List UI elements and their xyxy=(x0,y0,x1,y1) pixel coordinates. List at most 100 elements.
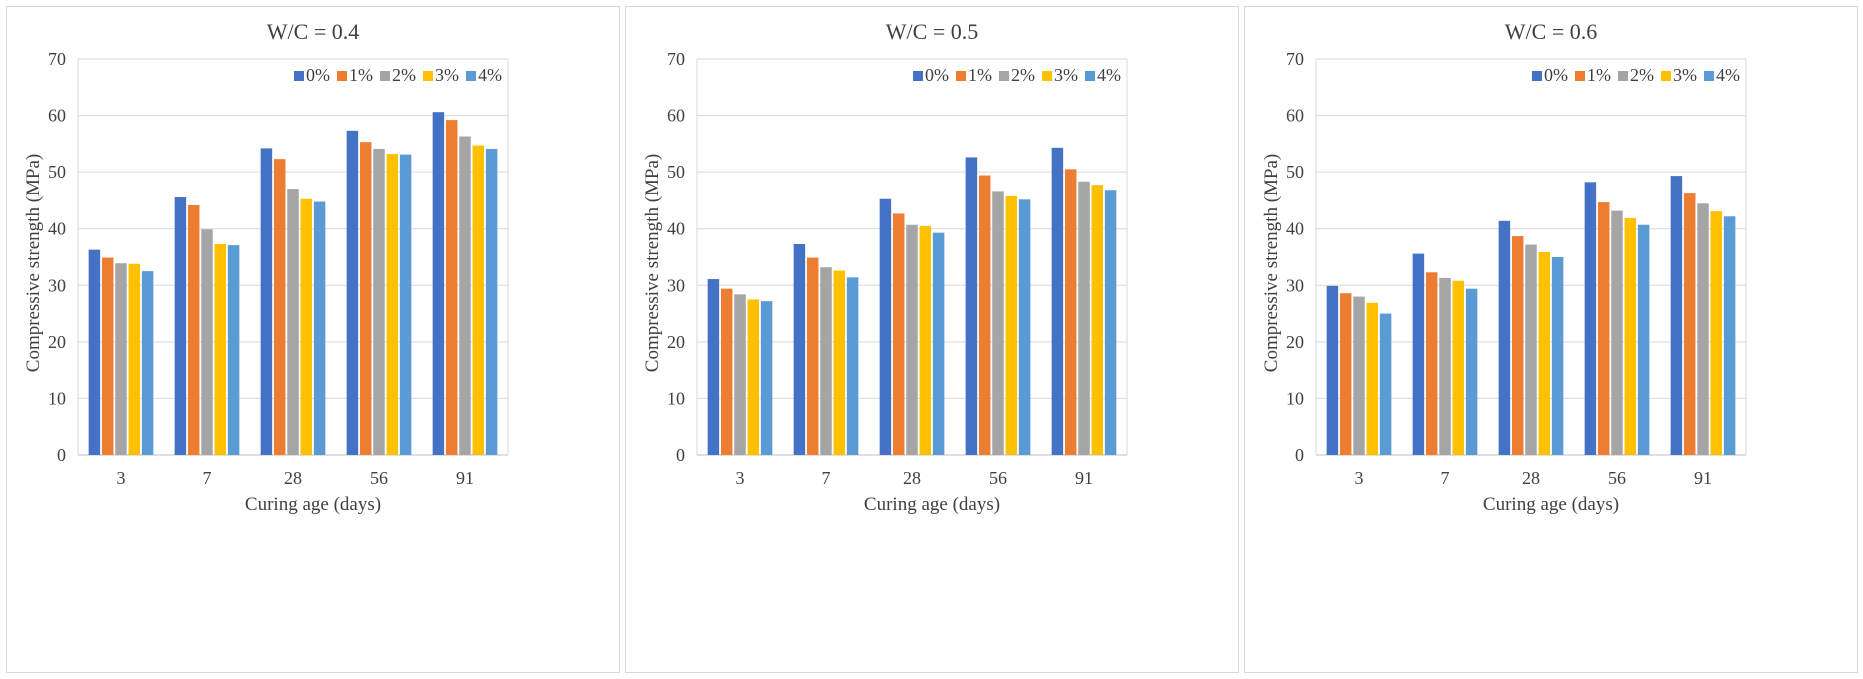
legend-swatch xyxy=(913,71,923,81)
bar-1pct-day-56 xyxy=(359,142,372,455)
bar-4pct-day-7 xyxy=(227,245,240,455)
y-tick-label: 70 xyxy=(1286,49,1304,69)
y-tick-label: 10 xyxy=(48,388,66,408)
bar-0pct-day-91 xyxy=(1670,176,1683,456)
bar-2pct-day-28 xyxy=(1525,244,1537,455)
bar-0pct-day-28 xyxy=(1498,220,1511,455)
bar-2pct-day-56 xyxy=(373,148,385,455)
y-tick-label: 50 xyxy=(667,162,685,182)
bar-0pct-day-7 xyxy=(174,197,187,455)
y-tick-label: 0 xyxy=(676,445,685,465)
legend-label: 3% xyxy=(1054,65,1078,85)
legend-swatch xyxy=(1704,71,1714,81)
bar-0pct-day-28 xyxy=(260,148,273,455)
bar-3pct-day-7 xyxy=(214,243,227,455)
bar-4pct-day-7 xyxy=(846,277,859,455)
legend-swatch xyxy=(1042,71,1052,81)
y-tick-label: 40 xyxy=(667,219,685,239)
bar-0pct-day-91 xyxy=(1051,147,1064,455)
x-axis-title: Curing age (days) xyxy=(245,494,381,515)
bar-0pct-day-28 xyxy=(879,198,892,455)
bar-3pct-day-91 xyxy=(472,145,485,455)
bar-0pct-day-7 xyxy=(1412,253,1425,455)
bar-3pct-day-7 xyxy=(1452,280,1465,455)
bar-4pct-day-56 xyxy=(1018,199,1031,455)
bar-0pct-day-56 xyxy=(346,130,359,455)
y-tick-label: 20 xyxy=(1286,332,1304,352)
y-tick-label: 50 xyxy=(1286,162,1304,182)
y-tick-label: 60 xyxy=(667,106,685,126)
bar-2pct-day-3 xyxy=(1353,296,1365,455)
bar-4pct-day-28 xyxy=(932,232,945,455)
bar-0pct-day-3 xyxy=(707,279,720,455)
bar-3pct-day-91 xyxy=(1710,211,1723,455)
bar-4pct-day-28 xyxy=(1551,257,1564,455)
legend-swatch xyxy=(466,71,476,81)
bar-2pct-day-91 xyxy=(459,136,471,455)
chart-wc-06: W/C = 0.6 Curing age (days) Compressive … xyxy=(1261,19,1747,515)
legend-swatch xyxy=(294,71,304,81)
bar-1pct-day-28 xyxy=(273,159,286,456)
bar-1pct-day-91 xyxy=(1683,193,1696,455)
bar-1pct-day-3 xyxy=(720,288,733,455)
legend-swatch xyxy=(999,71,1009,81)
bar-2pct-day-28 xyxy=(906,224,918,455)
bar-2pct-day-7 xyxy=(1439,277,1451,455)
x-tick-label: 7 xyxy=(203,468,212,488)
bar-4pct-day-56 xyxy=(399,154,412,455)
bar-0pct-day-7 xyxy=(793,243,806,455)
legend-label: 4% xyxy=(1097,65,1121,85)
x-tick-label: 91 xyxy=(1075,468,1093,488)
x-axis-title: Curing age (days) xyxy=(864,494,1000,515)
legend-label: 3% xyxy=(1673,65,1697,85)
x-tick-label: 91 xyxy=(456,468,474,488)
bar-2pct-day-3 xyxy=(115,263,127,455)
bar-0pct-day-56 xyxy=(1584,182,1597,455)
chart-title: W/C = 0.5 xyxy=(886,19,978,44)
legend-label: 0% xyxy=(306,65,330,85)
chart-wc-04: W/C = 0.4 Curing age (days) Compressive … xyxy=(23,19,509,515)
y-tick-label: 40 xyxy=(48,219,66,239)
chart-panel-wc-05: W/C = 0.5 Curing age (days) Compressive … xyxy=(625,6,1239,673)
bar-3pct-day-28 xyxy=(919,225,932,455)
bar-2pct-day-7 xyxy=(820,267,832,455)
x-tick-label: 56 xyxy=(1608,468,1626,488)
bar-3pct-day-3 xyxy=(747,299,760,455)
legend-label: 1% xyxy=(1587,65,1611,85)
legend-label: 2% xyxy=(1011,65,1035,85)
y-tick-label: 70 xyxy=(667,49,685,69)
y-tick-label: 30 xyxy=(1286,275,1304,295)
legend-label: 1% xyxy=(349,65,373,85)
y-tick-label: 20 xyxy=(667,332,685,352)
legend-label: 3% xyxy=(435,65,459,85)
legend-label: 4% xyxy=(1716,65,1740,85)
chart-panel-wc-06: W/C = 0.6 Curing age (days) Compressive … xyxy=(1244,6,1858,673)
legend-swatch xyxy=(1085,71,1095,81)
y-tick-label: 0 xyxy=(57,445,66,465)
bar-2pct-day-91 xyxy=(1078,181,1090,455)
bar-0pct-day-56 xyxy=(965,157,978,456)
legend-swatch xyxy=(1575,71,1585,81)
y-tick-label: 60 xyxy=(48,106,66,126)
x-tick-label: 7 xyxy=(822,468,831,488)
y-tick-label: 40 xyxy=(1286,219,1304,239)
chart-panel-wc-04: W/C = 0.4 Curing age (days) Compressive … xyxy=(6,6,620,673)
bar-2pct-day-56 xyxy=(992,191,1004,455)
bar-1pct-day-7 xyxy=(1425,272,1438,455)
bar-4pct-day-91 xyxy=(1104,190,1117,455)
legend-label: 2% xyxy=(1630,65,1654,85)
legend-label: 1% xyxy=(968,65,992,85)
bar-1pct-day-3 xyxy=(1339,293,1352,455)
y-tick-label: 0 xyxy=(1295,445,1304,465)
x-tick-label: 56 xyxy=(370,468,388,488)
bar-2pct-day-7 xyxy=(201,229,213,455)
bar-3pct-day-56 xyxy=(1005,195,1018,455)
y-tick-label: 20 xyxy=(48,332,66,352)
bar-1pct-day-91 xyxy=(1064,169,1077,456)
bar-3pct-day-91 xyxy=(1091,185,1104,455)
y-tick-label: 10 xyxy=(667,388,685,408)
bar-3pct-day-3 xyxy=(1366,302,1379,455)
x-tick-label: 3 xyxy=(1355,468,1364,488)
x-tick-label: 28 xyxy=(284,468,302,488)
y-tick-label: 60 xyxy=(1286,106,1304,126)
